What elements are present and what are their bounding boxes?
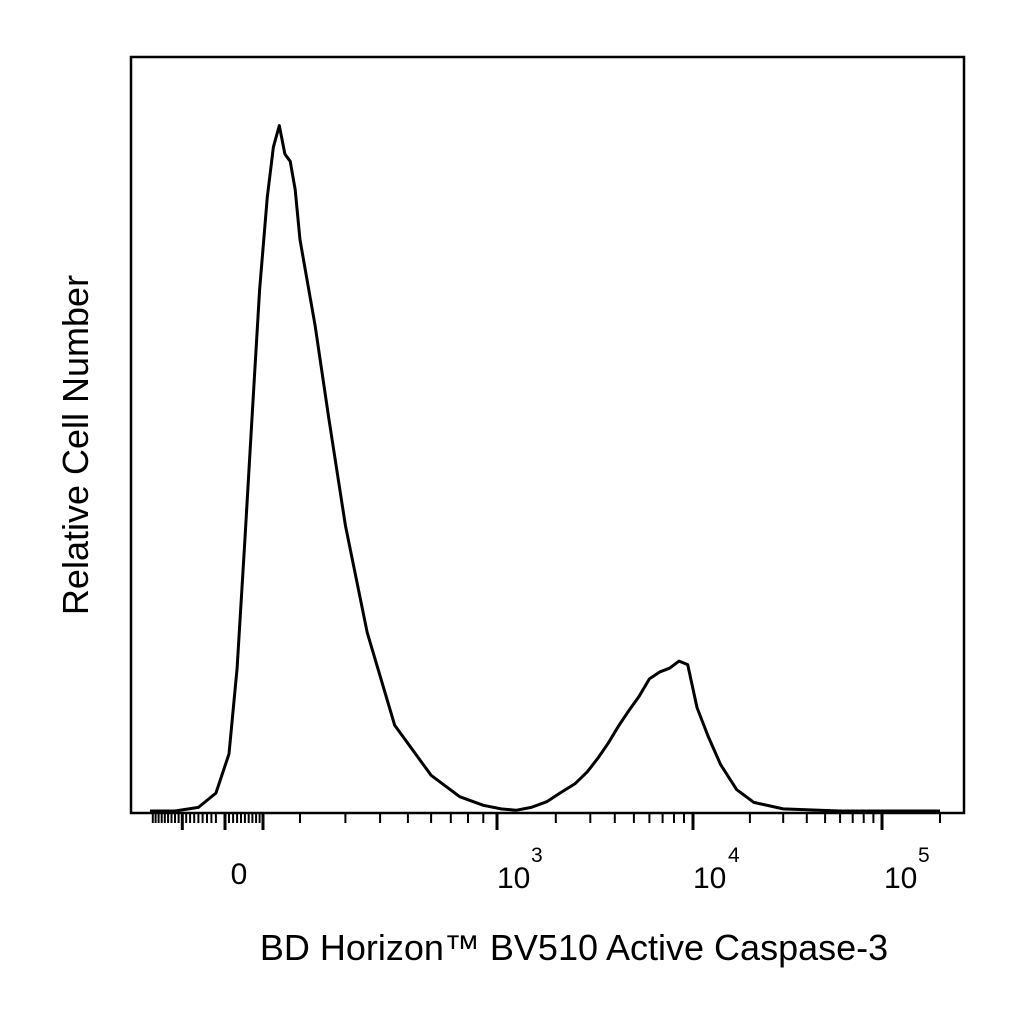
x-tick-label-100000: 10 5 [884,844,930,895]
x-tick-label-0-base: 0 [231,858,248,891]
x-tick-label-10000: 10 4 [693,844,740,895]
y-axis-title: Relative Cell Number [55,275,96,615]
x-tick-label-100000-exp: 5 [918,844,930,867]
x-major-ticks [180,813,884,830]
x-axis-title: BD Horizon™ BV510 Active Caspase-3 [260,927,888,968]
x-tick-label-1000-exp: 3 [531,844,543,867]
x-tick-label-1000-base: 10 [497,862,530,895]
x-tick-label-1000: 10 3 [497,844,543,895]
series-line [150,124,940,813]
x-tick-label-10000-exp: 4 [728,844,740,867]
x-tick-label-100000-base: 10 [884,862,917,895]
x-minor-ticks [151,813,941,823]
plot-frame [129,55,966,815]
x-tick-label-0: 0 [231,858,248,891]
x-tick-label-10000-base: 10 [693,862,726,895]
